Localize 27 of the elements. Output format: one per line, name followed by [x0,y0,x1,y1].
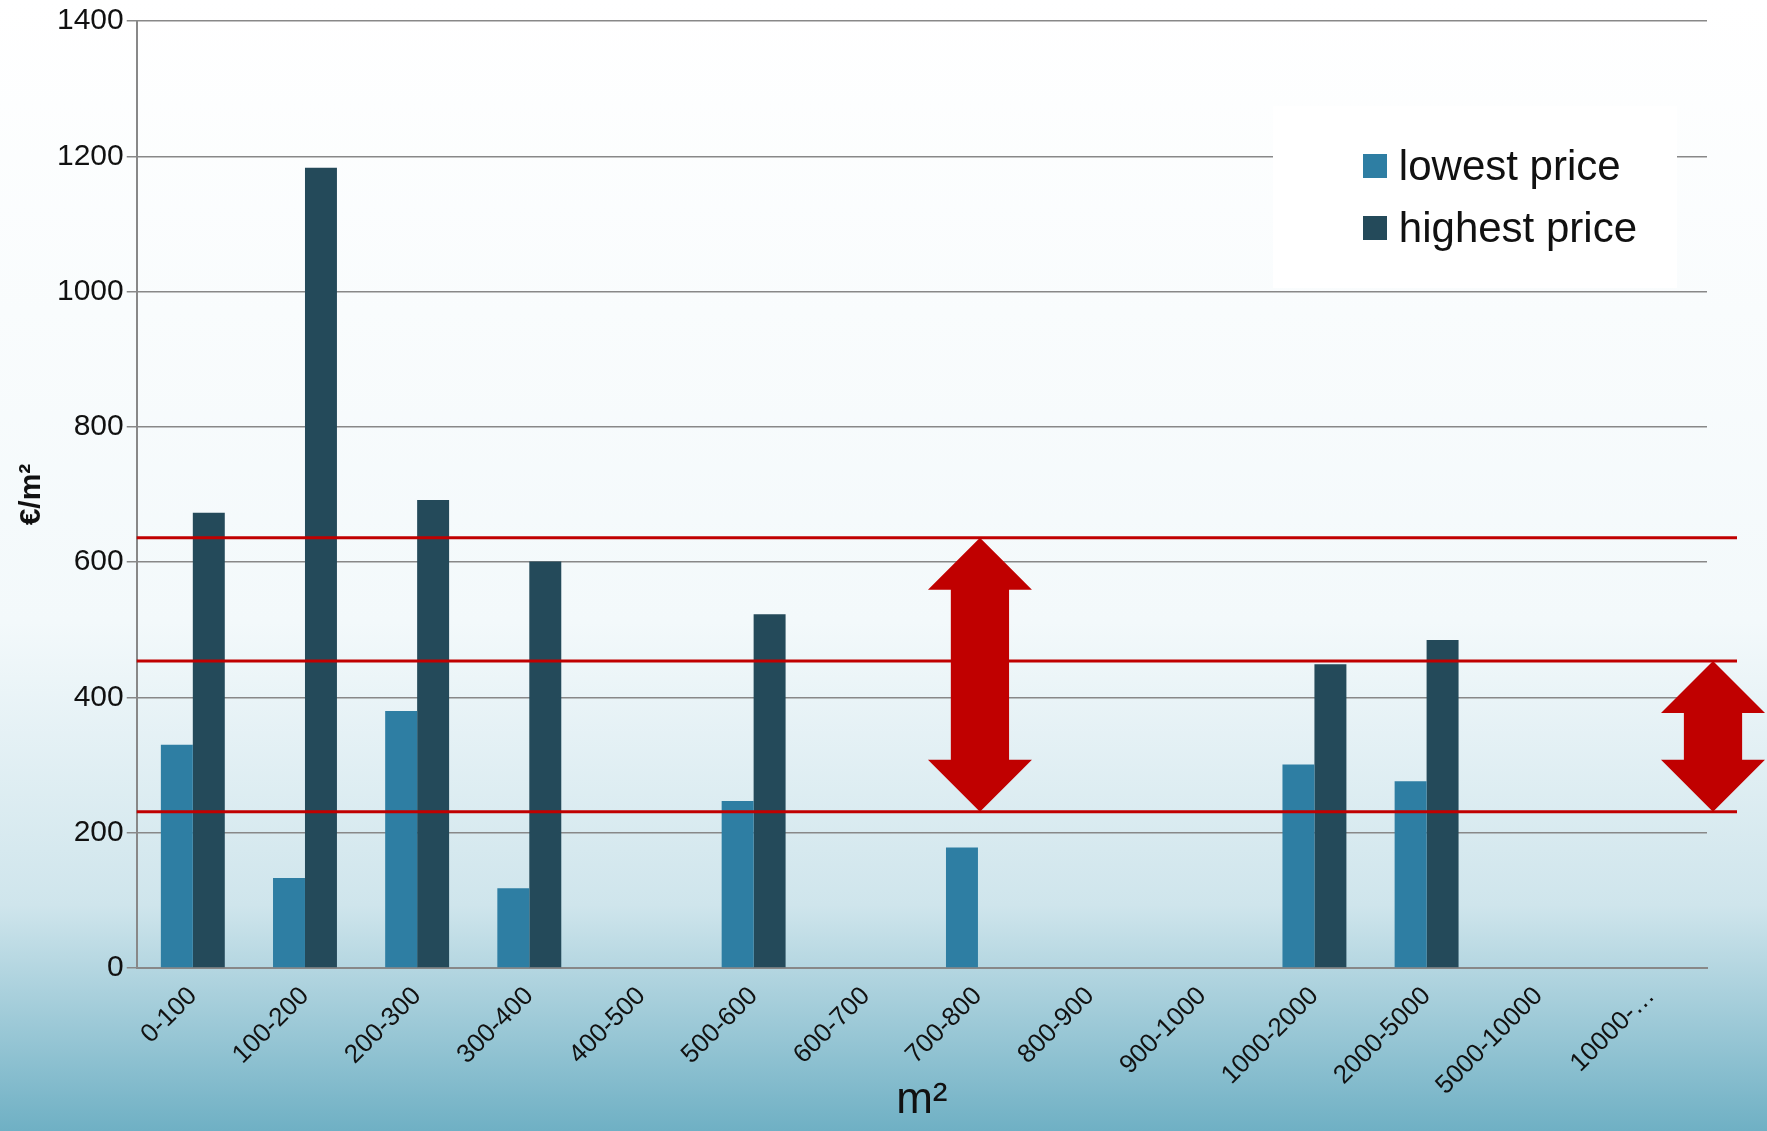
y-tick-label: 600 [73,543,124,577]
bar [753,614,786,968]
bar [721,800,754,968]
bar [160,744,193,968]
y-tick-label: 1000 [56,272,124,306]
bar [497,888,530,968]
bar [273,878,305,968]
bar [304,167,337,968]
y-tick-label: 400 [73,678,124,712]
y-tick-label: 800 [73,408,124,442]
y-tick-label: 200 [73,813,124,847]
bar [192,512,225,968]
legend-label: lowest price [1397,142,1622,190]
bar [1314,664,1347,968]
legend-label: highest price [1397,204,1637,252]
bar [1394,781,1427,968]
bar [529,561,562,968]
y-axis-title: €/m² [13,463,47,526]
bar [1426,639,1459,968]
x-axis-title: m² [896,1072,948,1122]
y-tick-label: 1400 [56,2,124,36]
bar [385,710,418,968]
bar [945,847,978,968]
y-tick-label: 1200 [56,137,124,171]
bar [417,499,450,968]
y-tick-label: 0 [107,949,124,983]
bar [1282,764,1315,968]
